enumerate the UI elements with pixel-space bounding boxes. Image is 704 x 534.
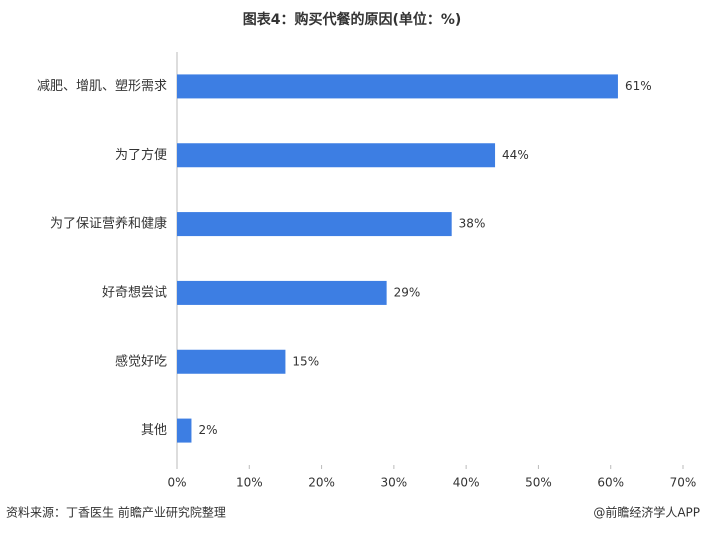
chart-title: 图表4：购买代餐的原因(单位：%) bbox=[243, 11, 462, 28]
y-tick-label: 为了保证营养和健康 bbox=[50, 216, 167, 232]
bar bbox=[177, 280, 387, 305]
bar bbox=[177, 143, 496, 168]
value-label: 38% bbox=[459, 217, 486, 231]
value-label: 61% bbox=[625, 79, 652, 93]
source-note: 资料来源：丁香医生 前瞻产业研究院整理 bbox=[6, 505, 226, 520]
y-tick-label: 好奇想尝试 bbox=[102, 284, 167, 300]
x-tick-label: 60% bbox=[597, 476, 624, 490]
value-label: 29% bbox=[394, 285, 421, 299]
x-tick-label: 70% bbox=[670, 476, 697, 490]
bar bbox=[177, 74, 618, 99]
y-tick-label: 其他 bbox=[141, 423, 167, 438]
credit-note: @前瞻经济学人APP bbox=[593, 505, 700, 520]
x-tick-label: 20% bbox=[308, 476, 335, 490]
bar bbox=[177, 418, 192, 443]
value-label: 15% bbox=[292, 354, 319, 368]
value-label: 44% bbox=[502, 148, 529, 162]
x-tick-label: 50% bbox=[525, 476, 552, 490]
x-tick-label: 30% bbox=[381, 476, 408, 490]
y-tick-label: 感觉好吃 bbox=[115, 353, 167, 369]
x-tick-label: 0% bbox=[167, 476, 186, 490]
x-tick-label: 10% bbox=[236, 476, 263, 490]
bar bbox=[177, 349, 286, 374]
bar bbox=[177, 212, 452, 237]
y-tick-label: 减肥、增肌、塑形需求 bbox=[37, 79, 167, 94]
y-tick-label: 为了方便 bbox=[115, 147, 167, 163]
x-tick-label: 40% bbox=[453, 476, 480, 490]
value-label: 2% bbox=[198, 423, 217, 437]
